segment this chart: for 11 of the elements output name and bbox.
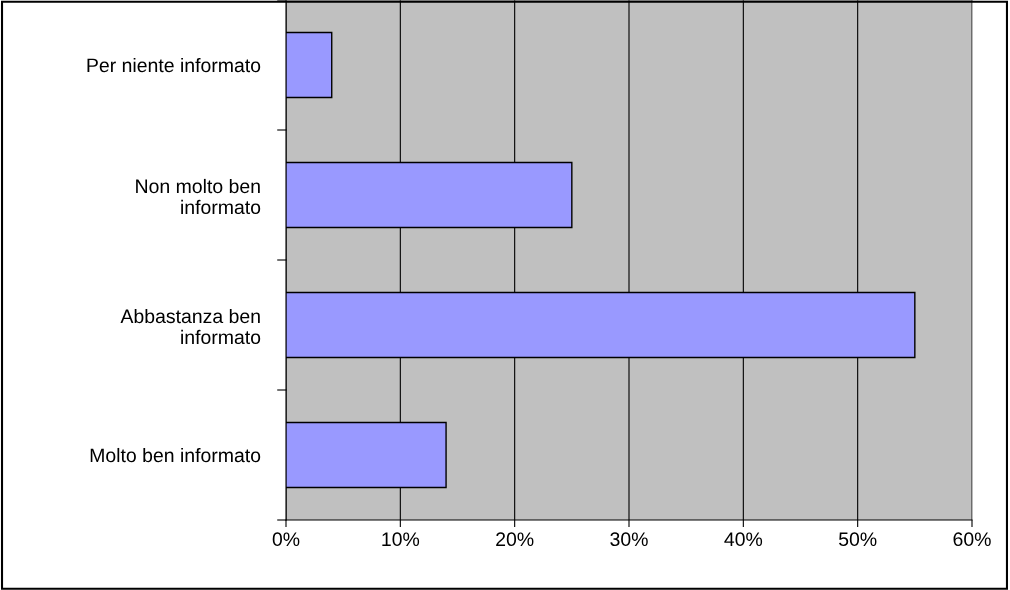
y-tick-label: Molto ben informato <box>90 447 261 463</box>
x-tick-label: 0% <box>272 532 300 547</box>
x-tick-label: 10% <box>382 532 420 547</box>
x-tick-label: 20% <box>496 532 534 547</box>
x-tick-label: 60% <box>953 532 991 547</box>
x-tick-label: 30% <box>610 532 648 547</box>
y-tick-label: Per niente informato <box>87 57 261 73</box>
x-tick-label: 50% <box>838 532 877 547</box>
x-tick-label: 40% <box>724 532 763 547</box>
y-tick-label: Abbastanza ben informato <box>120 308 261 345</box>
y-tick-label: Non molto ben informato <box>136 178 261 215</box>
